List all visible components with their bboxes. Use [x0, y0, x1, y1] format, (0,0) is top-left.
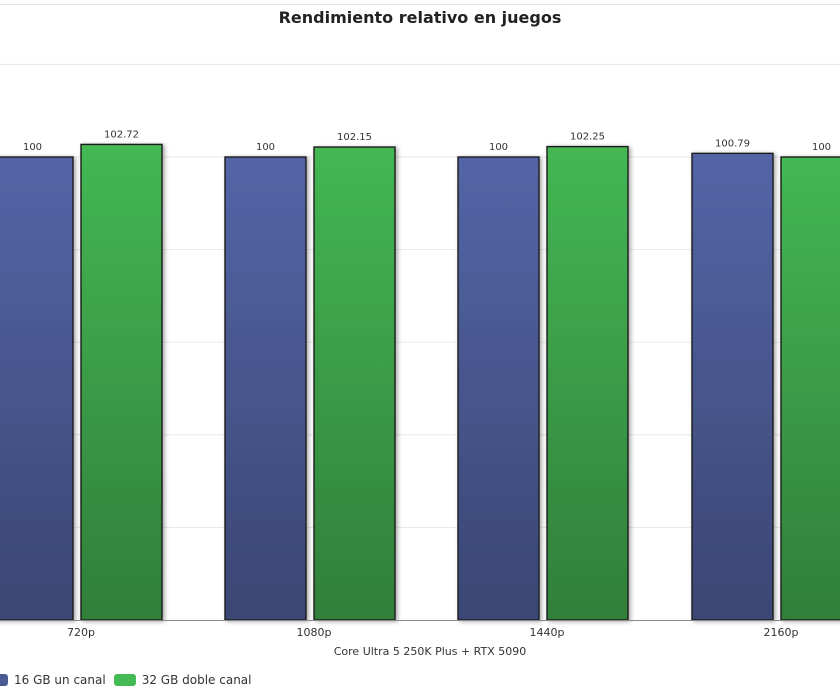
data-label-2160p-series-1: 100.79	[715, 138, 750, 149]
legend-swatch-series-2	[113, 674, 136, 686]
bar-2160p-series-2[interactable]	[780, 156, 840, 621]
bar-720p-series-1[interactable]	[0, 156, 74, 621]
x-axis-title: Core Ultra 5 250K Plus + RTX 5090	[334, 645, 527, 658]
bar-2160p-series-1[interactable]	[691, 152, 774, 621]
x-tick-label-1440p: 1440p	[530, 626, 565, 639]
x-tick-label-2160p: 2160p	[764, 626, 799, 639]
chart-title: Rendimiento relativo en juegos	[278, 8, 562, 27]
data-label-720p-series-1: 100	[23, 142, 42, 153]
bar-720p-series-2[interactable]	[80, 143, 163, 621]
data-label-1080p-series-2: 102.15	[337, 132, 372, 143]
top-divider	[0, 4, 840, 5]
data-label-1440p-series-1: 100	[489, 142, 508, 153]
x-tick-label-720p: 720p	[67, 626, 95, 639]
legend-label-series-1: 16 GB un canal	[14, 673, 106, 687]
data-label-1080p-series-1: 100	[256, 142, 275, 153]
x-tick-label-1080p: 1080p	[297, 626, 332, 639]
legend-item-series-2[interactable]: 32 GB doble canal	[113, 673, 252, 687]
data-label-2160p-series-2: 100	[812, 142, 831, 153]
legend-item-series-1[interactable]: 16 GB un canal	[0, 673, 106, 687]
data-label-1440p-series-2: 102.25	[570, 132, 605, 143]
legend: 16 GB un canal 32 GB doble canal	[0, 670, 259, 690]
bar-1080p-series-2[interactable]	[313, 146, 396, 621]
data-label-720p-series-2: 102.72	[104, 129, 139, 140]
bar-1080p-series-1[interactable]	[224, 156, 307, 621]
bar-1440p-series-1[interactable]	[457, 156, 540, 621]
legend-swatch-series-1	[0, 674, 8, 686]
legend-label-series-2: 32 GB doble canal	[141, 673, 252, 687]
bar-1440p-series-2[interactable]	[546, 145, 629, 621]
